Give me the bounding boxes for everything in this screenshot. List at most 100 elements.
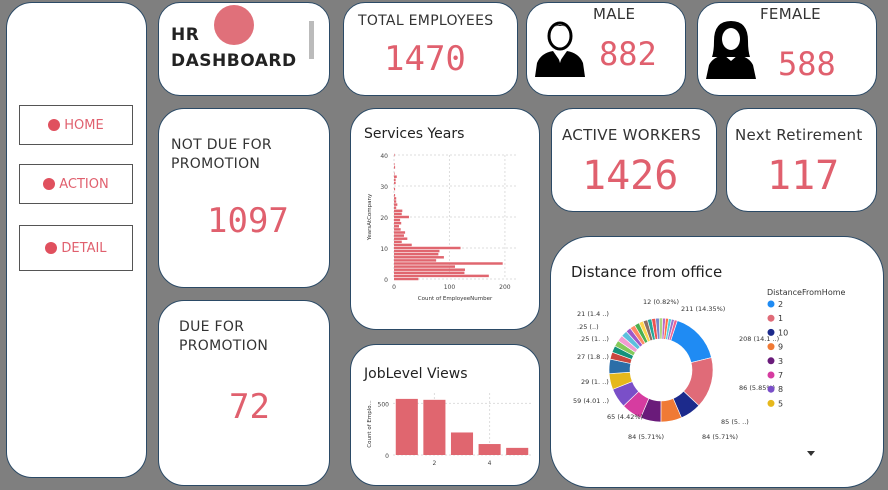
distance-legend-label: 9 <box>778 343 783 352</box>
services-xtick-label: 200 <box>499 284 511 291</box>
due-title-1: DUE FOR <box>179 319 245 335</box>
header-scrollbar[interactable] <box>309 21 314 59</box>
male-person-icon <box>535 21 585 77</box>
not-due-value: 1097 <box>207 201 289 241</box>
distance-office-chart: 211 (14.35%) 208 (14.1 ..) 86 (5.85%) 85 (5… <box>573 288 846 456</box>
distance-donut-slice <box>670 320 712 363</box>
distance-data-label: 21 (1.4 ..) <box>577 310 609 318</box>
services-bar <box>394 166 396 169</box>
services-bar <box>394 218 401 222</box>
distance-legend-label: 2 <box>778 300 783 309</box>
services-bar <box>394 274 489 278</box>
joblevel-chart: 0 500 2 4 Count of Emplo... <box>367 393 531 467</box>
nav-action-button[interactable]: ACTION <box>19 164 133 204</box>
services-bar <box>394 172 395 175</box>
not-due-promotion-card: NOT DUE FOR PROMOTION 1097 <box>158 108 330 288</box>
services-bar <box>394 163 395 166</box>
services-bar <box>394 243 412 247</box>
joblevel-title: JobLevel Views <box>364 366 468 382</box>
distance-legend-label: 1 <box>778 314 783 323</box>
active-workers-title: ACTIVE WORKERS <box>562 126 702 144</box>
services-bar <box>394 225 399 228</box>
joblevel-xtick-label: 4 <box>488 460 492 467</box>
not-due-title-2: PROMOTION <box>171 156 261 172</box>
distance-legend-label: 10 <box>778 328 788 337</box>
services-bar <box>394 221 402 225</box>
services-ytick-label: 20 <box>380 215 388 222</box>
services-bar <box>394 237 408 240</box>
distance-legend-label: 8 <box>778 385 783 394</box>
distance-data-label: .25 (1. ..) <box>579 335 609 343</box>
distance-data-label: .25 (..) <box>577 323 599 331</box>
services-bar <box>394 265 455 268</box>
services-ytick-label: 30 <box>380 184 388 191</box>
services-bar <box>394 175 397 178</box>
services-bar <box>394 212 402 216</box>
header-title-line1: HR <box>171 25 200 45</box>
male-card: MALE 882 <box>526 2 686 96</box>
total-employees-card: TOTAL EMPLOYEES 1470 <box>343 2 518 96</box>
home-dot-icon <box>48 119 61 131</box>
services-bar <box>394 277 419 281</box>
services-bar <box>394 194 396 197</box>
services-bar <box>394 153 395 157</box>
female-title: FEMALE <box>760 5 821 23</box>
nav-detail-label: DETAIL <box>61 240 107 256</box>
next-retirement-card: Next Retirement 117 <box>726 108 877 212</box>
due-value: 72 <box>229 387 270 427</box>
distance-legend-marker <box>767 357 775 365</box>
joblevel-bar <box>506 447 529 455</box>
joblevel-bar <box>423 399 446 455</box>
total-employees-title: TOTAL EMPLOYEES <box>358 13 494 29</box>
joblevel-bar <box>395 398 418 455</box>
services-bar <box>394 234 404 237</box>
distance-data-label: 86 (5.85%) <box>739 384 775 392</box>
action-dot-icon <box>43 178 56 190</box>
services-xtick-label: 100 <box>444 284 456 291</box>
services-bar <box>394 262 503 265</box>
distance-legend-marker <box>767 300 775 308</box>
services-bar <box>394 246 461 250</box>
logo-circle-icon <box>214 5 254 45</box>
distance-data-label: 12 (0.82%) <box>643 298 679 306</box>
services-bar <box>394 271 465 275</box>
distance-office-card: Distance from office 211 (14.35%) 208 (14… <box>550 236 884 488</box>
joblevel-yaxis-label: Count of Emplo... <box>367 400 373 448</box>
detail-dot-icon <box>45 242 58 254</box>
distance-data-label: 84 (5.71%) <box>702 433 738 441</box>
services-bar <box>394 256 444 259</box>
legend-scroll-down-icon <box>807 451 815 456</box>
services-years-title: Services Years <box>364 126 465 142</box>
services-bar <box>394 240 402 244</box>
male-title: MALE <box>593 5 636 23</box>
distance-legend-marker <box>767 385 775 393</box>
joblevel-bar <box>450 432 474 455</box>
male-value: 882 <box>599 35 657 73</box>
sidebar: HOME ACTION DETAIL <box>6 2 147 478</box>
services-bar <box>394 209 403 213</box>
distance-legend-label: 7 <box>778 371 783 380</box>
joblevel-ytick-label: 0 <box>385 453 389 460</box>
nav-detail-button[interactable]: DETAIL <box>19 225 133 271</box>
distance-legend-label: 3 <box>778 357 783 366</box>
active-workers-value: 1426 <box>582 153 679 199</box>
services-bar <box>394 206 397 209</box>
due-promotion-card: DUE FOR PROMOTION 72 <box>158 300 330 486</box>
joblevel-card: JobLevel Views 0 500 2 4 Count of Emplo... <box>350 344 540 486</box>
services-ytick-label: 10 <box>380 246 388 253</box>
distance-data-label: 85 (5. ..) <box>721 418 749 426</box>
due-title-2: PROMOTION <box>179 338 269 354</box>
services-ytick-label: 0 <box>384 277 388 284</box>
distance-legend-marker <box>767 314 775 322</box>
services-yaxis-label: YearsAtCompany <box>367 193 373 241</box>
distance-donut-slice <box>668 319 678 341</box>
total-employees-value: 1470 <box>384 39 466 79</box>
distance-data-label: 65 (4.42%) <box>607 413 643 421</box>
distance-data-label: 208 (14.1 ..) <box>739 335 779 343</box>
services-bar <box>394 228 401 231</box>
nav-action-label: ACTION <box>59 176 109 192</box>
nav-home-button[interactable]: HOME <box>19 105 133 145</box>
services-xtick-label: 0 <box>392 284 396 291</box>
not-due-title-1: NOT DUE FOR <box>171 137 272 153</box>
joblevel-bar <box>478 444 501 455</box>
